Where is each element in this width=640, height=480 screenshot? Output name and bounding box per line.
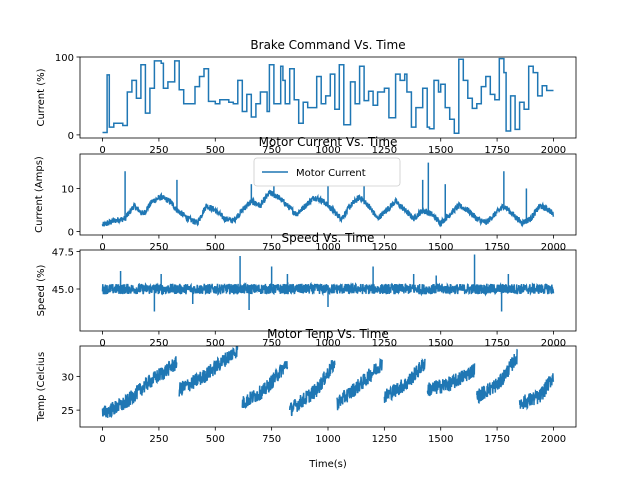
y-axis-label: Current (%) xyxy=(36,68,47,126)
x-tick-label: 1000 xyxy=(315,434,340,445)
subplot-title: Motor Current Vs. Time xyxy=(259,135,398,149)
subplot-title: Brake Command Vs. Time xyxy=(250,38,405,52)
x-tick-label: 2000 xyxy=(541,434,566,445)
y-tick-label: 10 xyxy=(61,184,74,195)
legend-label: Motor Current xyxy=(296,168,366,179)
series-line xyxy=(101,356,178,419)
y-tick-label: 0 xyxy=(68,131,74,142)
x-tick-label: 1500 xyxy=(428,242,453,253)
x-tick-label: 1750 xyxy=(484,242,509,253)
y-tick-label: 0 xyxy=(68,228,74,239)
x-tick-label: 0 xyxy=(99,338,105,349)
x-tick-label: 1750 xyxy=(484,145,509,156)
x-tick-label: 0 xyxy=(99,434,105,445)
x-tick-label: 1000 xyxy=(315,338,340,349)
x-tick-label: 500 xyxy=(206,145,225,156)
x-tick-label: 750 xyxy=(262,242,281,253)
y-axis-label: Current (Amps) xyxy=(34,156,45,233)
subplot-4: 0 250 500 750 1000 1250 1500 1750 2000 25 30 Motor … xyxy=(36,327,577,470)
x-tick-label: 250 xyxy=(149,338,168,349)
subplot-title: Motor Tenp Vs. Time xyxy=(267,327,389,341)
y-tick-label: 100 xyxy=(55,53,74,64)
subplot-3: 0 250 500 750 1000 1250 1500 1750 2000 45.0 47.5 Sp… xyxy=(36,231,577,349)
x-tick-label: 250 xyxy=(149,434,168,445)
x-tick-label: 1250 xyxy=(372,242,397,253)
y-tick-label: 47.5 xyxy=(52,248,74,259)
x-axis-label: Time(s) xyxy=(308,459,347,470)
series-line xyxy=(101,281,555,297)
x-tick-label: 250 xyxy=(149,242,168,253)
series-line xyxy=(336,357,383,411)
series-line xyxy=(518,373,555,411)
series-line xyxy=(476,348,518,404)
subplot-1: 0 250 500 750 1000 1250 1500 1750 2000 0 100 Brake … xyxy=(36,38,577,156)
x-tick-label: 1250 xyxy=(372,145,397,156)
series-line xyxy=(426,363,476,397)
x-tick-label: 750 xyxy=(262,434,281,445)
legend: Motor Current xyxy=(253,157,401,187)
series-line xyxy=(288,359,336,417)
x-tick-label: 0 xyxy=(99,145,105,156)
x-tick-label: 0 xyxy=(99,242,105,253)
x-tick-label: 1000 xyxy=(315,242,340,253)
y-tick-label: 45.0 xyxy=(52,285,74,296)
x-tick-label: 1500 xyxy=(428,338,453,349)
series-line xyxy=(383,358,426,403)
y-tick-label: 30 xyxy=(61,372,74,383)
series-line xyxy=(241,361,289,410)
x-tick-label: 500 xyxy=(206,434,225,445)
y-axis-label: Speed (%) xyxy=(36,264,47,316)
series-line xyxy=(102,57,554,135)
subplot-title: Speed Vs. Time xyxy=(282,231,375,245)
legend-box xyxy=(253,157,401,187)
x-tick-label: 1500 xyxy=(428,434,453,445)
x-tick-label: 1750 xyxy=(484,434,509,445)
x-tick-label: 500 xyxy=(206,242,225,253)
x-tick-label: 2000 xyxy=(541,338,566,349)
x-tick-label: 1500 xyxy=(428,145,453,156)
x-tick-label: 1750 xyxy=(484,338,509,349)
x-tick-label: 500 xyxy=(206,338,225,349)
x-tick-label: 1250 xyxy=(372,338,397,349)
x-tick-label: 2000 xyxy=(541,242,566,253)
x-tick-label: 750 xyxy=(262,145,281,156)
x-tick-label: 2000 xyxy=(541,145,566,156)
x-tick-label: 250 xyxy=(149,145,168,156)
y-axis-label: Temp (Celcius xyxy=(36,352,47,422)
series-line xyxy=(178,345,239,397)
x-tick-label: 750 xyxy=(262,338,281,349)
x-tick-label: 1000 xyxy=(315,145,340,156)
y-tick-label: 25 xyxy=(61,406,74,417)
x-tick-label: 1250 xyxy=(372,434,397,445)
subplot-2: 0 250 500 750 1000 1250 1500 1750 2000 0 10 Motor C… xyxy=(34,135,577,253)
